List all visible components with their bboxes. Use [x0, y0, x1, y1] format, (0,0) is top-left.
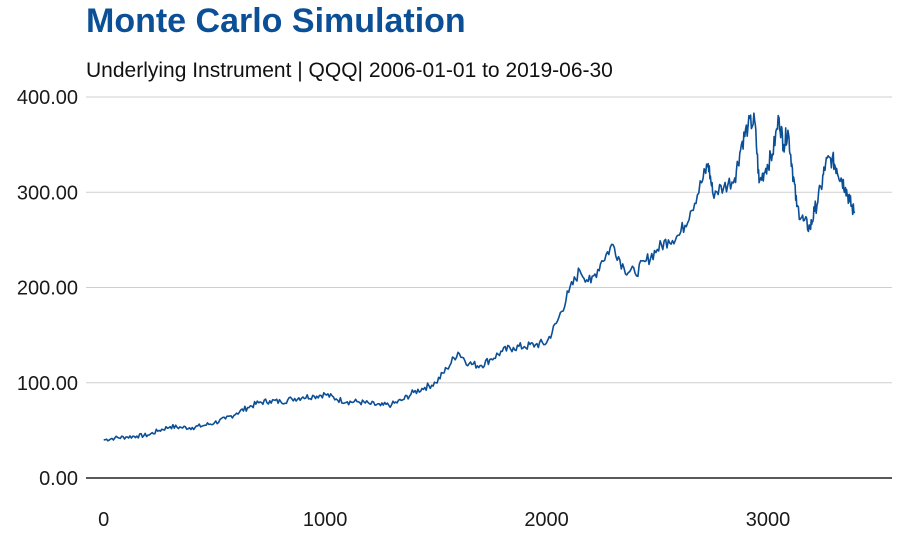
y-tick-label: 200.00 — [17, 278, 78, 300]
series-layer — [103, 112, 856, 442]
x-tick-label: 0 — [98, 509, 109, 531]
y-axis-tick-labels: 0.00 100.00 200.00 300.00 400.00 — [17, 87, 78, 490]
y-tick-label: 0.00 — [39, 468, 78, 490]
x-tick-label: 1000 — [303, 509, 348, 531]
gridlines — [86, 96, 892, 384]
x-axis-tick-labels: 0 1000 2000 3000 — [98, 509, 790, 531]
x-tick-label: 3000 — [746, 509, 791, 531]
y-tick-label: 400.00 — [17, 87, 78, 109]
x-tick-label: 2000 — [524, 509, 569, 531]
chart-title: Monte Carlo Simulation — [86, 2, 466, 40]
series-line — [103, 112, 856, 442]
chart-subtitle: Underlying Instrument | QQQ| 2006-01-01 … — [86, 59, 613, 82]
y-tick-label: 300.00 — [17, 182, 78, 204]
y-tick-label: 100.00 — [17, 373, 78, 395]
